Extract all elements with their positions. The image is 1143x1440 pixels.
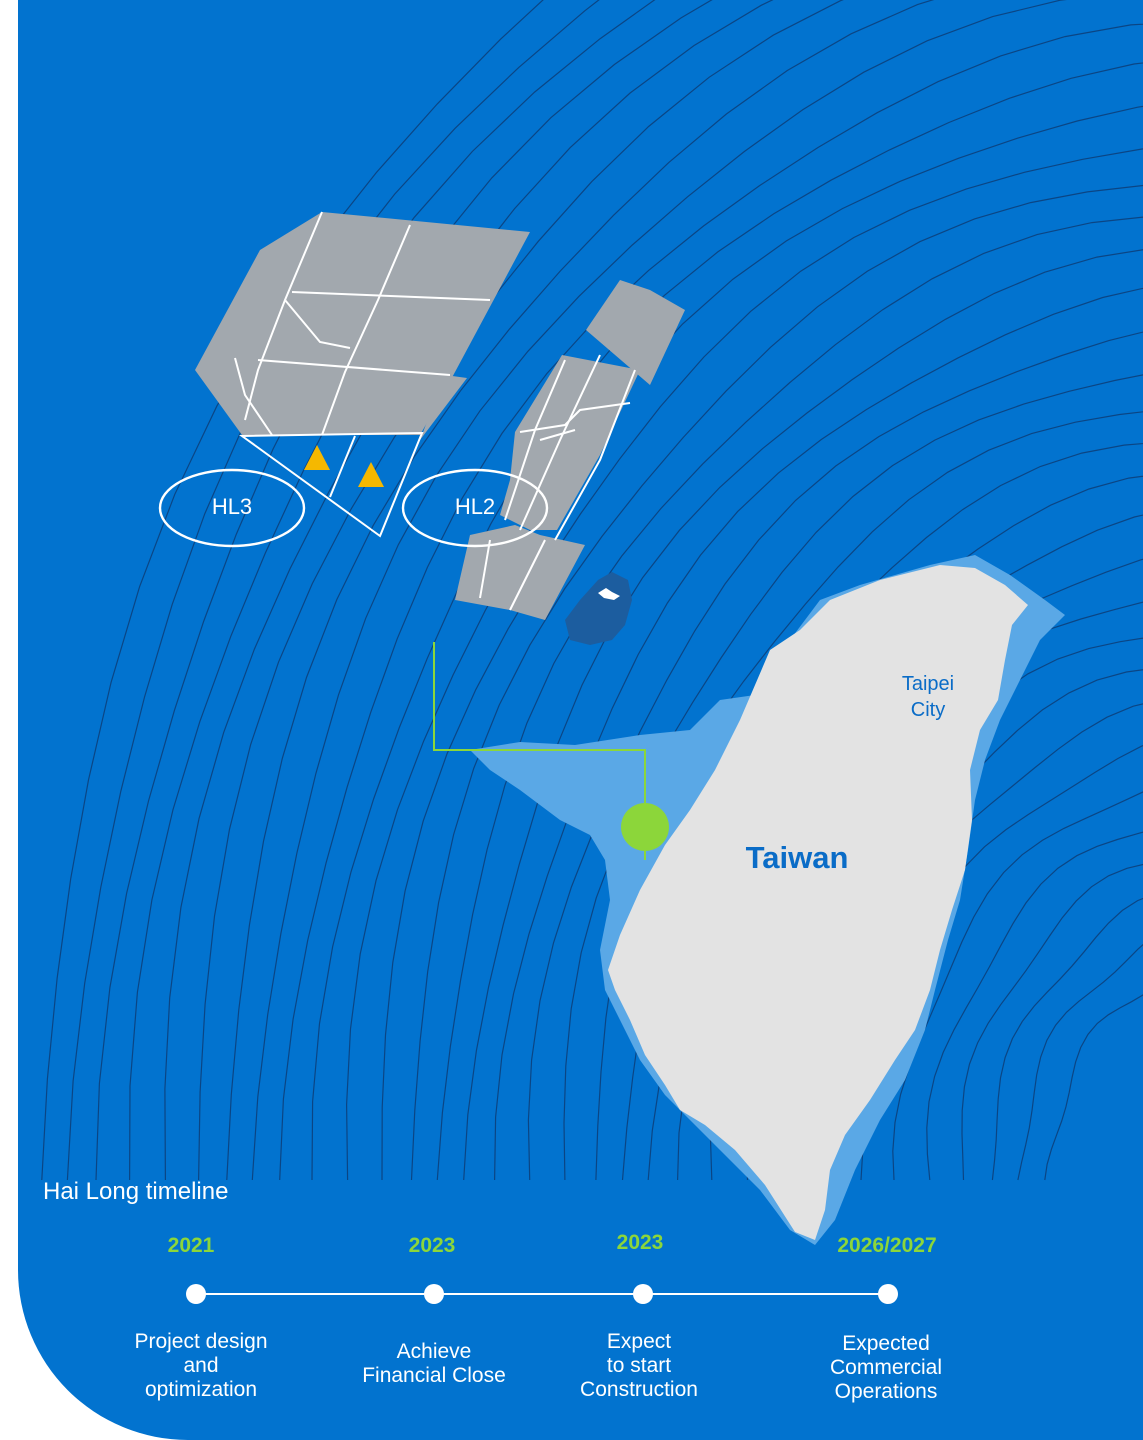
depth-contour-line — [279, 23, 1143, 1181]
hai-long-site-outline — [238, 431, 424, 538]
milestone-year: 2026/2027 — [837, 1234, 937, 1257]
triangle-icon — [304, 445, 330, 470]
hl3-zone-ellipse — [158, 468, 306, 548]
depth-contour-line — [198, 0, 844, 1181]
depth-contour-line — [563, 374, 1143, 1181]
hl2-zone-ellipse — [401, 468, 549, 548]
map-panel: HL3 HL2 Taipei City Taiwan Hai Long time… — [18, 0, 1143, 1440]
depth-contour-line — [463, 249, 1143, 1181]
taiwan-island — [608, 565, 1028, 1240]
timeline-title: Hai Long timeline — [43, 1178, 229, 1205]
islet-shallows — [565, 572, 632, 645]
taiwan-label: Taiwan — [745, 840, 849, 875]
milestone-label: Project design and optimization — [134, 1330, 268, 1401]
map-canvas — [41, 0, 1143, 1304]
milestone-label: Achieve Financial Close — [362, 1340, 506, 1387]
depth-contour-line — [494, 287, 1143, 1181]
depth-contour-line — [1017, 943, 1143, 1181]
depth-contour-line — [961, 863, 1143, 1181]
depth-contour-line — [41, 0, 544, 1181]
hai-long-site-divider — [329, 435, 356, 498]
depth-contour-line — [129, 0, 713, 1181]
milestone-year: 2023 — [616, 1231, 664, 1254]
milestone-year: 2021 — [167, 1234, 215, 1257]
depth-contour-line — [95, 0, 656, 1181]
depth-contour-line — [345, 105, 1143, 1181]
islet — [598, 588, 620, 600]
timeline-node — [633, 1284, 653, 1304]
depth-contour-line — [381, 148, 1143, 1181]
depth-contour-line — [991, 897, 1143, 1181]
depth-contour-line — [410, 184, 1143, 1181]
depth-contour-line — [311, 62, 1143, 1181]
timeline-node — [186, 1284, 206, 1304]
depth-contour-line — [66, 0, 600, 1181]
depth-contour-line — [164, 0, 774, 1181]
hl3-zone-label: HL3 — [211, 494, 253, 519]
depth-contour-line — [251, 0, 1067, 1181]
milestone-label: Expected Commercial Operations — [829, 1332, 942, 1403]
depth-contour-line — [1044, 994, 1143, 1181]
depth-contour-line — [226, 0, 935, 1181]
depth-contour-line — [436, 216, 1143, 1181]
wind-farm-boundaries — [234, 211, 636, 611]
timeline-node — [878, 1284, 898, 1304]
timeline-node — [424, 1284, 444, 1304]
wind-farm-areas — [195, 212, 685, 620]
taipei-city-label: Taipei City — [901, 673, 955, 721]
depth-contour-line — [527, 331, 1143, 1181]
depth-contour-line — [926, 831, 1143, 1181]
milestone-year: 2023 — [408, 1234, 456, 1257]
triangle-icon — [358, 462, 384, 487]
milestone-label: Expect to start Construction — [580, 1330, 698, 1401]
hl2-zone-label: HL2 — [454, 494, 496, 519]
circle-marker-icon — [621, 803, 669, 851]
